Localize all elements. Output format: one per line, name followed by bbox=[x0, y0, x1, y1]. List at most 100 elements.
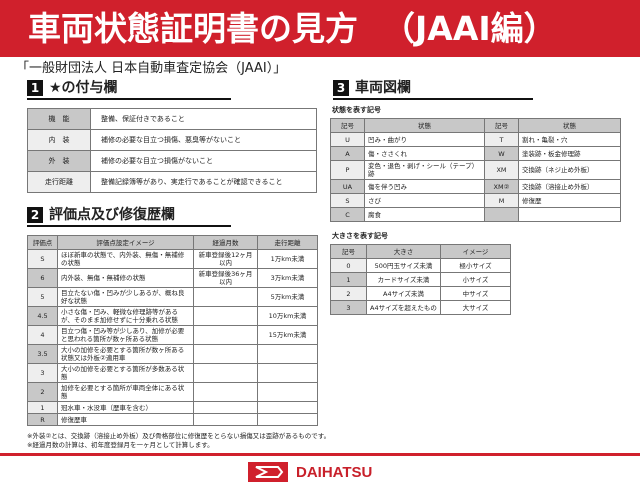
cell: カードサイズ未満 bbox=[366, 272, 441, 287]
cell: 2 bbox=[330, 286, 367, 301]
cell bbox=[518, 207, 621, 222]
table-row: U 凹み・曲がり T 割れ・亀裂・穴 bbox=[330, 132, 621, 147]
cell: 極小サイズ bbox=[440, 258, 511, 273]
cell: 2 bbox=[27, 382, 58, 402]
cell: R bbox=[27, 413, 58, 426]
cell: 4.5 bbox=[27, 306, 58, 326]
cell: P bbox=[330, 160, 365, 180]
table-row: A 傷・ささくれ W 塗装跡・板金修理跡 bbox=[330, 146, 621, 161]
cell: UA bbox=[330, 179, 365, 194]
table-row: R 修復歴車 bbox=[27, 413, 318, 426]
cell: 冠水車・水没車（歴車を含む） bbox=[57, 401, 194, 414]
cell: 1 bbox=[330, 272, 367, 287]
cell bbox=[257, 344, 318, 364]
cell bbox=[257, 401, 318, 414]
cell: 小さな傷・凹み、軽微な修理跡等があるが、そのまま加修せずに十分乗れる状態 bbox=[57, 306, 194, 326]
cell: 大サイズ bbox=[440, 300, 511, 315]
column-header: 大きさ bbox=[366, 244, 441, 259]
cell: M bbox=[484, 193, 519, 208]
cell: 交換跡（溶接止め外板） bbox=[518, 179, 621, 194]
cell: A bbox=[330, 146, 365, 161]
cell: 3万km未満 bbox=[257, 268, 318, 288]
cell: 割れ・亀裂・穴 bbox=[518, 132, 621, 147]
table-row: 3.5 大小の加修を必要とする箇所が数ヶ所ある状態又は外板②適用車 bbox=[27, 344, 318, 364]
table-row: 1 冠水車・水没車（歴車を含む） bbox=[27, 401, 318, 414]
cell: S bbox=[330, 193, 365, 208]
cell: 小サイズ bbox=[440, 272, 511, 287]
cell: 目立つ傷・凹み等が少しあり、加修が必要と思われる箇所が数ヶ所ある状態 bbox=[57, 325, 194, 345]
notes: ※外装②とは、交換跡（溶接止め外板）及び骨格部位に修復歴をとらない損傷又は歪跡が… bbox=[27, 432, 330, 450]
section3-heading: 3 車両図欄 bbox=[333, 80, 533, 100]
cell: 1 bbox=[27, 401, 58, 414]
table-row: 走行距離 整備記録簿等があり、実走行であることが確認できること bbox=[27, 171, 317, 193]
cell bbox=[257, 413, 318, 426]
cell: 3.5 bbox=[27, 344, 58, 364]
column-header: 記号 bbox=[330, 118, 365, 133]
table-row: 5 目立たない傷・凹みが少しあるが、概ね良好な状態 5万km未満 bbox=[27, 287, 318, 307]
cell: 1万km未満 bbox=[257, 249, 318, 269]
cell: T bbox=[484, 132, 519, 147]
daihatsu-mark-icon bbox=[248, 462, 288, 482]
table-row: 4.5 小さな傷・凹み、軽微な修理跡等があるが、そのまま加修せずに十分乗れる状態 1… bbox=[27, 306, 318, 326]
section-title: 評価点及び修復歴欄 bbox=[49, 207, 175, 223]
table-row: S ほぼ新車の状態で、内外装、無傷・無補修の状態 新車登録後12ヶ月以内 1万km未満 bbox=[27, 249, 318, 269]
cell: 新車登録後36ヶ月以内 bbox=[193, 268, 258, 288]
cell: W bbox=[484, 146, 519, 161]
table-row: 3 大小の加修を必要とする箇所が多数ある状態 bbox=[27, 363, 318, 383]
section-number: 2 bbox=[27, 207, 43, 223]
cell: 中サイズ bbox=[440, 286, 511, 301]
cell: 傷を伴う凹み bbox=[364, 179, 485, 194]
row-label: 内 装 bbox=[27, 129, 91, 151]
cell: A4サイズ未満 bbox=[366, 286, 441, 301]
cell bbox=[193, 413, 258, 426]
cell: XM bbox=[484, 160, 519, 180]
column-header: 状態 bbox=[364, 118, 485, 133]
cell bbox=[193, 306, 258, 326]
cell: 修復歴車 bbox=[57, 413, 194, 426]
column-header: 評価点設定イメージ bbox=[57, 235, 194, 250]
header-banner: 車両状態証明書の見方 （JAAI編） bbox=[0, 0, 640, 57]
cell: 6 bbox=[27, 268, 58, 288]
row-label: 外 装 bbox=[27, 150, 91, 172]
cell: さび bbox=[364, 193, 485, 208]
cell: 凹み・曲がり bbox=[364, 132, 485, 147]
cell: 新車登録後12ヶ月以内 bbox=[193, 249, 258, 269]
section-number: 1 bbox=[27, 80, 43, 96]
table-row: C 腐食 bbox=[330, 207, 621, 222]
cell: 塗装跡・板金修理跡 bbox=[518, 146, 621, 161]
cell: 4 bbox=[27, 325, 58, 345]
table-row: P 変色・退色・剥げ・シール（テープ）跡 XM 交換跡（ネジ止め外板） bbox=[330, 160, 621, 180]
column-header: 経過月数 bbox=[193, 235, 258, 250]
table-row: 4 目立つ傷・凹み等が少しあり、加修が必要と思われる箇所が数ヶ所ある状態 15万km… bbox=[27, 325, 318, 345]
column-header: 走行距離 bbox=[257, 235, 318, 250]
cell: 10万km未満 bbox=[257, 306, 318, 326]
cell: 大小の加修を必要とする箇所が数ヶ所ある状態又は外板②適用車 bbox=[57, 344, 194, 364]
cell: ほぼ新車の状態で、内外装、無傷・無補修の状態 bbox=[57, 249, 194, 269]
size-symbols-label: 大きさを表す記号 bbox=[332, 232, 388, 240]
page-title: 車両状態証明書の見方 bbox=[28, 8, 358, 48]
column-header: イメージ bbox=[440, 244, 511, 259]
section-title: 車両図欄 bbox=[355, 80, 411, 96]
table-row: 機 能整備、保証付きであること bbox=[27, 108, 317, 130]
column-header: 評価点 bbox=[27, 235, 58, 250]
cell: 変色・退色・剥げ・シール（テープ）跡 bbox=[364, 160, 485, 180]
row-text: 補修の必要な目立つ損傷、悪臭等がないこと bbox=[90, 129, 317, 151]
table-row: 2 加修を必要とする箇所が車両全体にある状態 bbox=[27, 382, 318, 402]
cell: 修復歴 bbox=[518, 193, 621, 208]
cell bbox=[257, 382, 318, 402]
table-row: 1 カードサイズ未満 小サイズ bbox=[330, 272, 511, 287]
cell: 傷・ささくれ bbox=[364, 146, 485, 161]
left-column: 1 ★の付与欄 機 能整備、保証付きであること内 装補修の必要な目立つ損傷、悪臭等… bbox=[0, 80, 640, 482]
cell: 3 bbox=[330, 300, 367, 315]
cell: U bbox=[330, 132, 365, 147]
row-text: 補修の必要な目立つ損傷がないこと bbox=[90, 150, 317, 172]
cell bbox=[193, 401, 258, 414]
table-row: 0 500円玉サイズ未満 極小サイズ bbox=[330, 258, 511, 273]
cell bbox=[193, 344, 258, 364]
section-number: 3 bbox=[333, 80, 349, 96]
cell: 加修を必要とする箇所が車両全体にある状態 bbox=[57, 382, 194, 402]
row-label: 走行距離 bbox=[27, 171, 91, 193]
note: ※経過月数の計算は、初年度登録月を一ヶ月として計算します。 bbox=[27, 441, 214, 449]
cell: S bbox=[27, 249, 58, 269]
star-table: 機 能整備、保証付きであること内 装補修の必要な目立つ損傷、悪臭等がないこと外 … bbox=[27, 108, 317, 193]
